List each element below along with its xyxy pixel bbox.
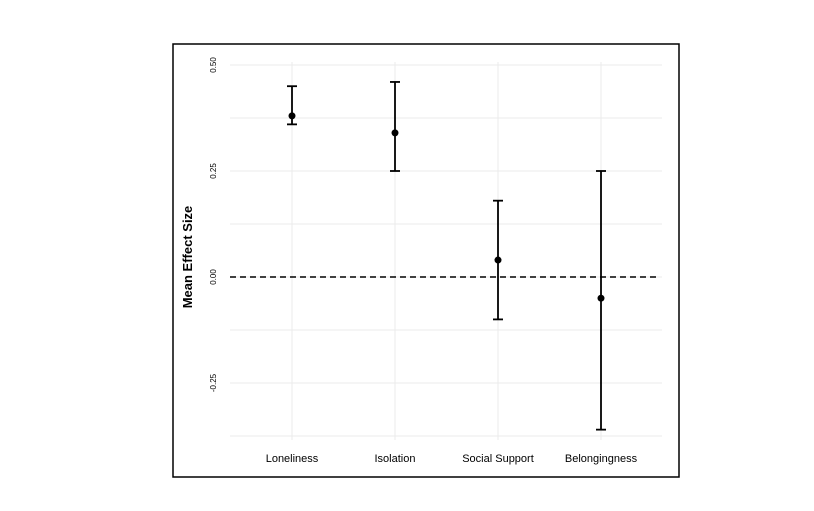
y-tick-label: 0.50 [209,57,218,73]
mean-point-social-support [494,256,502,264]
x-tick-labels: Loneliness Isolation Social Support Belongi… [266,453,638,465]
chart-border [172,43,680,478]
x-tick-label: Social Support [462,453,534,465]
x-tick-label: Loneliness [266,453,319,465]
y-tick-label: 0.25 [209,163,218,179]
x-tick-label: Belongingness [565,453,638,465]
x-tick-label: Isolation [375,453,416,465]
y-tick-label: -0.25 [209,373,218,392]
y-tick-label: 0.00 [209,269,218,285]
mean-point-isolation [391,129,399,137]
y-axis-title: Mean Effect Size [180,206,195,309]
error-bar-isolation [390,81,400,172]
mean-point-loneliness [288,112,296,120]
mean-point-belongingness [597,294,605,302]
mean-points [288,112,605,302]
y-tick-labels: 0.50 0.25 0.00 -0.25 [209,57,218,392]
